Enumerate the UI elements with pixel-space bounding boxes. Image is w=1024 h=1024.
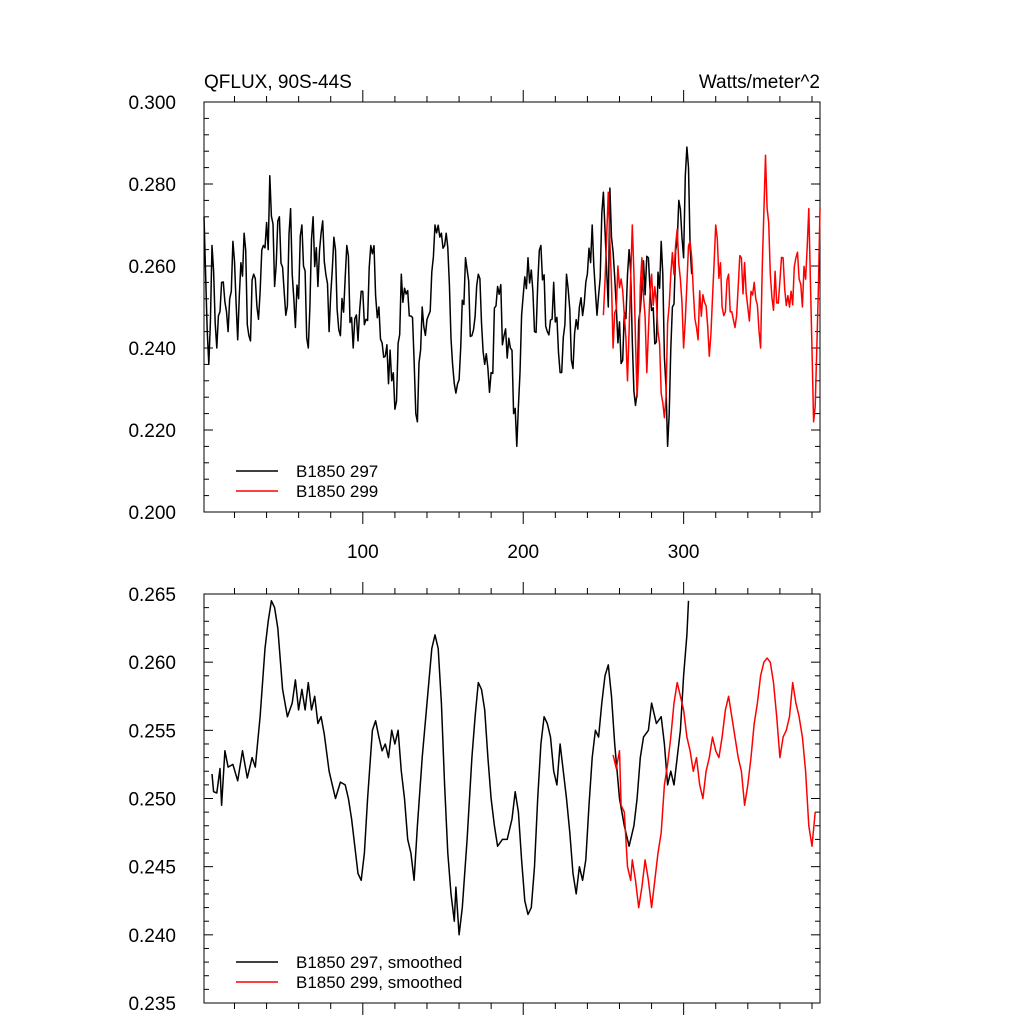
raw-plot-frame — [203, 101, 821, 513]
smoothed-ytick-label: 0.265 — [128, 585, 176, 606]
panel-title-left: QFLUX, 90S-44S — [204, 72, 352, 93]
smoothed-legend: B1850 297, smoothed B1850 299, smoothed — [236, 953, 462, 992]
raw-xtick-label: 100 — [347, 542, 379, 563]
smoothed-axes: 0.235 0.240 0.245 0.250 0.255 0.260 0.265 — [128, 582, 821, 1015]
raw-ytick-label: 0.220 — [128, 421, 176, 442]
smoothed-ytick-label: 0.260 — [128, 653, 176, 674]
raw-ytick-label: 0.280 — [128, 175, 176, 196]
smoothed-series-group — [211, 600, 816, 936]
smoothed-plot-frame — [203, 593, 821, 1004]
raw-series-297-line — [203, 146, 693, 448]
raw-legend: B1850 297 B1850 299 — [236, 462, 378, 501]
legend-label-297-smoothed: B1850 297, smoothed — [296, 953, 462, 972]
smoothed-ytick-label: 0.255 — [128, 721, 176, 742]
raw-xtick-label: 300 — [668, 542, 700, 563]
raw-ytick-label: 0.240 — [128, 339, 176, 360]
smoothed-ytick-label: 0.235 — [128, 994, 176, 1015]
smoothed-ytick-label: 0.250 — [128, 790, 176, 811]
raw-xtick-label: 200 — [507, 542, 539, 563]
raw-ytick-label: 0.200 — [128, 503, 176, 524]
legend-label-299: B1850 299 — [296, 482, 378, 501]
smoothed-series-299-line — [612, 657, 816, 909]
raw-panel: QFLUX, 90S-44S Watts/meter^2 0.2000.2200… — [128, 72, 821, 563]
raw-ytick-label: 0.300 — [128, 93, 176, 114]
raw-series-group — [203, 146, 821, 448]
smoothed-ytick-label: 0.240 — [128, 926, 176, 947]
raw-ytick-label: 0.260 — [128, 257, 176, 278]
raw-axes: 0.200 0.220 0.240 0.260 0.280 0.300 100 200 300 — [128, 90, 821, 563]
legend-label-297: B1850 297 — [296, 462, 378, 481]
smoothed-ytick-label: 0.245 — [128, 858, 176, 879]
smoothed-series-297-line — [211, 600, 690, 936]
panel-title-right: Watts/meter^2 — [699, 72, 820, 93]
raw-series-299-line — [602, 154, 821, 423]
smoothed-panel: 0.235 0.240 0.245 0.250 0.255 0.260 0.265 B185… — [128, 582, 821, 1015]
legend-label-299-smoothed: B1850 299, smoothed — [296, 973, 462, 992]
